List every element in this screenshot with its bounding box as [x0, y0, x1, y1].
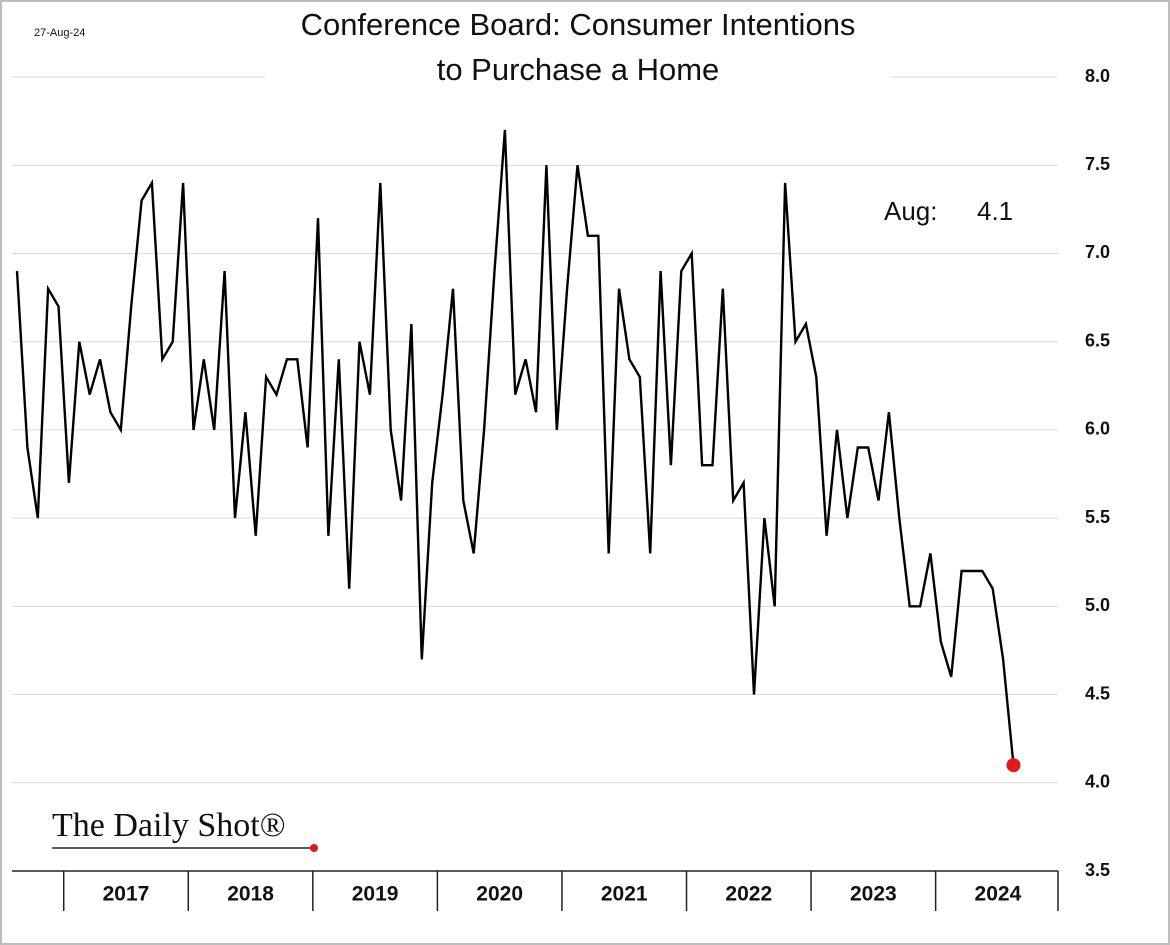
x-tick-label: 2021	[601, 883, 648, 906]
y-tick-label: 6.0	[1085, 419, 1110, 439]
x-tick-label: 2023	[850, 883, 897, 906]
x-tick-label: 2017	[103, 883, 150, 906]
y-tick-label: 6.5	[1085, 330, 1110, 350]
annotation: Aug:	[884, 196, 938, 226]
x-tick-label: 2018	[227, 883, 274, 906]
y-tick-label: 4.0	[1085, 772, 1110, 792]
x-tick-label: 2019	[352, 883, 399, 906]
y-tick-label: 4.5	[1085, 683, 1110, 703]
chart-title: to Purchase a Home	[437, 52, 720, 87]
x-tick-label: 2020	[476, 883, 523, 906]
date-label: 27-Aug-24	[34, 27, 85, 39]
y-tick-label: 3.5	[1085, 860, 1110, 880]
chart-title: Conference Board: Consumer Intentions	[301, 7, 856, 42]
y-tick-label: 7.0	[1085, 242, 1110, 262]
y-tick-label: 5.0	[1085, 595, 1110, 615]
y-tick-label: 7.5	[1085, 154, 1110, 174]
x-tick-label: 2024	[975, 883, 1022, 906]
series-line	[15, 129, 1015, 766]
source-logo: The Daily Shot®	[52, 807, 286, 844]
title-backdrop	[265, 4, 890, 100]
y-tick-label: 5.5	[1085, 507, 1110, 527]
x-tick-label: 2022	[725, 883, 772, 906]
y-tick-label: 8.0	[1085, 66, 1110, 86]
last-point	[1006, 758, 1021, 773]
value-label: 4.1	[977, 196, 1013, 226]
logo-dot	[310, 844, 318, 852]
